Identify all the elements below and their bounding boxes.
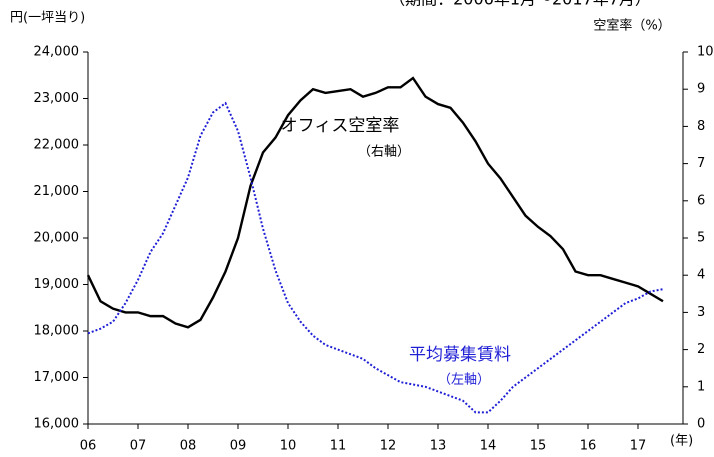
x-tick-label: 13 xyxy=(430,439,447,454)
y2-tick-label: 2 xyxy=(697,342,705,357)
series-line xyxy=(87,101,664,414)
y2-tick-label: 9 xyxy=(697,82,705,97)
y2-tick-label: 8 xyxy=(697,119,705,134)
y2-tick-label: 6 xyxy=(697,193,705,208)
series-line xyxy=(86,76,664,329)
series-label: 平均募集賃料 xyxy=(409,345,511,365)
y2-axis-label: 空室率（%） xyxy=(593,18,670,34)
x-tick-label: 07 xyxy=(130,439,147,454)
y-tick-label: 20,000 xyxy=(34,231,80,246)
y2-tick-label: 1 xyxy=(697,379,705,394)
y2-tick-label: 3 xyxy=(697,305,705,320)
x-tick-label: 12 xyxy=(380,439,397,454)
y-tick-label: 18,000 xyxy=(34,324,80,339)
y-tick-label: 23,000 xyxy=(34,91,80,106)
series-note: （左軸） xyxy=(438,373,490,388)
x-tick-label: 15 xyxy=(530,439,547,454)
series-label: オフィス空室率 xyxy=(281,116,400,136)
x-axis-label: (年) xyxy=(670,434,693,449)
y-tick-label: 16,000 xyxy=(34,417,80,432)
y-tick-label: 17,000 xyxy=(34,370,80,385)
x-tick-label: 14 xyxy=(480,439,497,454)
x-tick-label: 10 xyxy=(280,439,297,454)
x-tick-label: 16 xyxy=(580,439,597,454)
y2-tick-label: 0 xyxy=(697,417,705,432)
y2-tick-label: 4 xyxy=(697,268,705,283)
y2-tick-label: 7 xyxy=(697,156,705,171)
x-tick-label: 17 xyxy=(630,439,647,454)
x-tick-label: 06 xyxy=(80,439,97,454)
y-axis-label: 円(一坪当り) xyxy=(10,11,85,26)
x-tick-label: 08 xyxy=(180,439,197,454)
y2-tick-label: 5 xyxy=(697,231,705,246)
y-tick-label: 19,000 xyxy=(34,277,80,292)
chart-subtitle: （期間：2006年1月～2017年7月） xyxy=(389,0,651,9)
y2-tick-label: 10 xyxy=(697,45,714,60)
x-tick-label: 11 xyxy=(330,439,347,454)
series-note: （右軸） xyxy=(358,145,410,160)
x-tick-label: 09 xyxy=(230,439,247,454)
y-tick-label: 24,000 xyxy=(34,45,80,60)
y-tick-label: 22,000 xyxy=(34,138,80,153)
y-tick-label: 21,000 xyxy=(34,184,80,199)
